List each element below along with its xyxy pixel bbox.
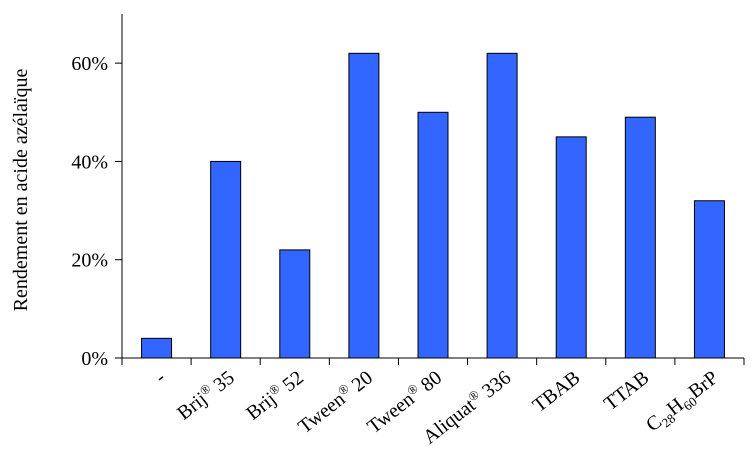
x-tick-label: C28H60BrP <box>642 367 724 439</box>
x-tick-label: Brij® 52 <box>241 365 308 425</box>
bar-4 <box>417 111 449 359</box>
y-axis-title: Rendement en acide azélaïque <box>10 69 32 312</box>
bar-1 <box>210 160 242 359</box>
bars <box>141 52 725 359</box>
x-tick-label: - <box>151 367 170 388</box>
x-tick-label: TTAB <box>600 367 653 416</box>
bar-7 <box>624 116 656 359</box>
y-tick-label: 0% <box>81 348 108 370</box>
bar-5 <box>486 52 518 359</box>
bar-6 <box>555 136 587 359</box>
bar-0 <box>141 337 173 359</box>
x-tick-label: TBAB <box>529 367 585 417</box>
x-tick-label: Brij® 35 <box>172 365 239 425</box>
y-tick-label: 20% <box>71 250 108 272</box>
x-tick-label: Tween® 20 <box>293 365 377 438</box>
y-axis: 0% 20% 40% 60% <box>71 14 123 370</box>
bar-3 <box>348 52 380 359</box>
bar-8 <box>693 200 725 359</box>
y-tick-label: 40% <box>71 151 108 173</box>
y-tick-label: 60% <box>71 53 108 75</box>
bar-2 <box>279 249 311 359</box>
